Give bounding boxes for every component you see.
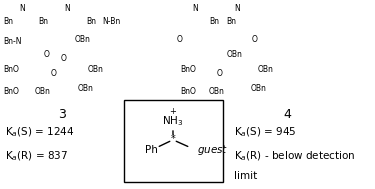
- Text: N-Bn: N-Bn: [102, 17, 120, 26]
- Text: K$_a$(R) = 837: K$_a$(R) = 837: [5, 149, 68, 163]
- Text: OBn: OBn: [74, 35, 90, 44]
- Text: O: O: [61, 54, 67, 63]
- Text: OBn: OBn: [227, 50, 243, 59]
- Text: BnO: BnO: [180, 65, 196, 74]
- Text: K$_a$(R) - below detection: K$_a$(R) - below detection: [234, 149, 355, 163]
- Text: BnO: BnO: [3, 65, 19, 74]
- Text: K$_a$(S) = 945: K$_a$(S) = 945: [234, 125, 296, 139]
- Text: 4: 4: [284, 108, 291, 122]
- Text: O: O: [44, 50, 50, 59]
- Text: N: N: [234, 4, 240, 13]
- Text: Ph: Ph: [145, 145, 158, 155]
- Text: Bn: Bn: [3, 17, 13, 26]
- Text: $\it{guest}$: $\it{guest}$: [197, 143, 229, 157]
- Text: O: O: [51, 69, 56, 78]
- Text: BnO: BnO: [3, 88, 19, 97]
- Text: OBn: OBn: [258, 65, 274, 74]
- Text: OBn: OBn: [88, 65, 104, 74]
- Text: K$_a$(S) = 1244: K$_a$(S) = 1244: [5, 125, 74, 139]
- Text: Bn: Bn: [209, 17, 219, 26]
- Text: Bn-N: Bn-N: [3, 37, 22, 46]
- Text: +: +: [170, 107, 176, 116]
- Text: Bn: Bn: [38, 17, 48, 26]
- Text: N: N: [193, 4, 198, 13]
- Text: OBn: OBn: [209, 88, 224, 97]
- FancyBboxPatch shape: [124, 100, 223, 182]
- Text: Bn: Bn: [227, 17, 237, 26]
- Text: limit: limit: [234, 171, 257, 181]
- Text: O: O: [252, 35, 257, 44]
- Text: *: *: [171, 134, 176, 144]
- Text: OBn: OBn: [78, 84, 93, 93]
- Text: OBn: OBn: [251, 84, 267, 93]
- Text: N: N: [64, 4, 70, 13]
- Text: 3: 3: [58, 108, 66, 122]
- Text: OBn: OBn: [35, 88, 51, 97]
- Text: O: O: [177, 35, 183, 44]
- Text: Bn: Bn: [86, 17, 96, 26]
- Text: BnO: BnO: [180, 88, 196, 97]
- Text: NH$_3$: NH$_3$: [162, 115, 184, 128]
- Text: N: N: [20, 4, 25, 13]
- Text: O: O: [217, 69, 223, 78]
